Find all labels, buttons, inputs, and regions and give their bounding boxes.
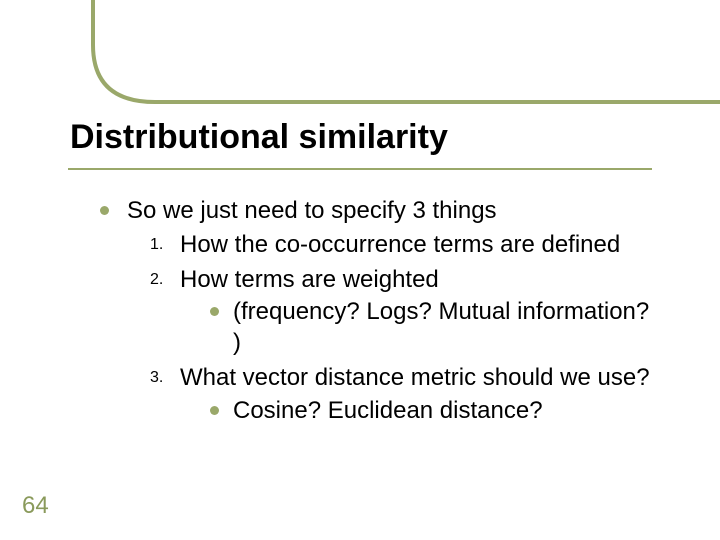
sub-text: Cosine? Euclidean distance?: [233, 396, 543, 427]
disc-bullet-icon: [210, 307, 219, 316]
page-number: 64: [22, 492, 49, 520]
item-body: How terms are weighted (frequency? Logs?…: [180, 265, 660, 359]
sub-text: (frequency? Logs? Mutual information? ): [233, 297, 660, 358]
accent-shape: [0, 0, 720, 104]
bullet-text: So we just need to specify 3 things: [127, 196, 497, 226]
disc-bullet-icon: [100, 206, 109, 215]
slide-title: Distributional similarity: [70, 118, 448, 157]
content-area: So we just need to specify 3 things 1. H…: [100, 196, 660, 426]
accent-corner: [0, 0, 720, 110]
list-item: 3. What vector distance metric should we…: [150, 363, 660, 426]
bullet-level1: So we just need to specify 3 things: [100, 196, 660, 226]
item-text: What vector distance metric should we us…: [180, 364, 650, 391]
item-number: 1.: [150, 230, 180, 254]
item-text: How the co-occurrence terms are defined: [180, 230, 660, 261]
numbered-list: 1. How the co-occurrence terms are defin…: [150, 230, 660, 426]
list-item: 2. How terms are weighted (frequency? Lo…: [150, 265, 660, 359]
list-item: 1. How the co-occurrence terms are defin…: [150, 230, 660, 261]
title-underline: [68, 168, 652, 170]
disc-bullet-icon: [210, 406, 219, 415]
sub-bullet: Cosine? Euclidean distance?: [210, 396, 660, 427]
item-number: 2.: [150, 265, 180, 289]
item-body: What vector distance metric should we us…: [180, 363, 660, 426]
item-number: 3.: [150, 363, 180, 387]
item-text: How terms are weighted: [180, 266, 439, 293]
sub-bullet: (frequency? Logs? Mutual information? ): [210, 297, 660, 358]
